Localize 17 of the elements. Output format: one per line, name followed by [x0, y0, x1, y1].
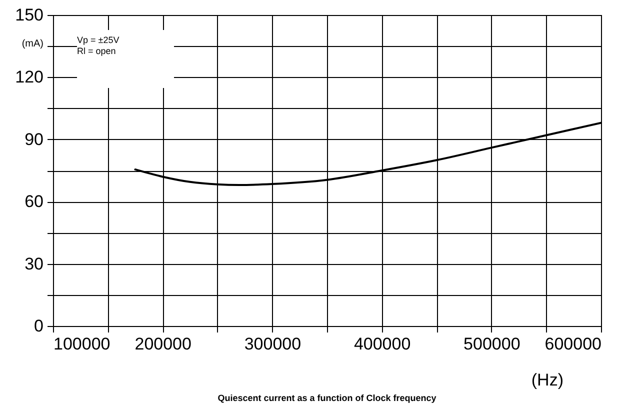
annotation: Rl = open: [77, 46, 116, 56]
x-tick-label: 600000: [544, 334, 602, 354]
y-tick-label: 0: [34, 316, 44, 336]
x-tick-label: 400000: [354, 334, 411, 354]
x-tick-label: 500000: [464, 334, 520, 354]
x-tick-label: 100000: [54, 334, 110, 354]
y-tick-label: 30: [24, 254, 44, 274]
y-tick-label: 90: [24, 130, 44, 149]
y-axis-title: (mA): [22, 38, 44, 50]
x-tick-label: 200000: [134, 334, 192, 354]
text: Quiescent current as a function of Clock frequency: [218, 393, 436, 403]
x-tick-label: 300000: [244, 334, 302, 354]
y-tick-label: 60: [24, 192, 44, 212]
x-axis-title: (Hz): [531, 370, 564, 390]
y-tick-label: 150: [15, 6, 44, 24]
annotation: Vp = ±25V: [77, 35, 120, 45]
y-tick-label: 120: [15, 68, 44, 87]
